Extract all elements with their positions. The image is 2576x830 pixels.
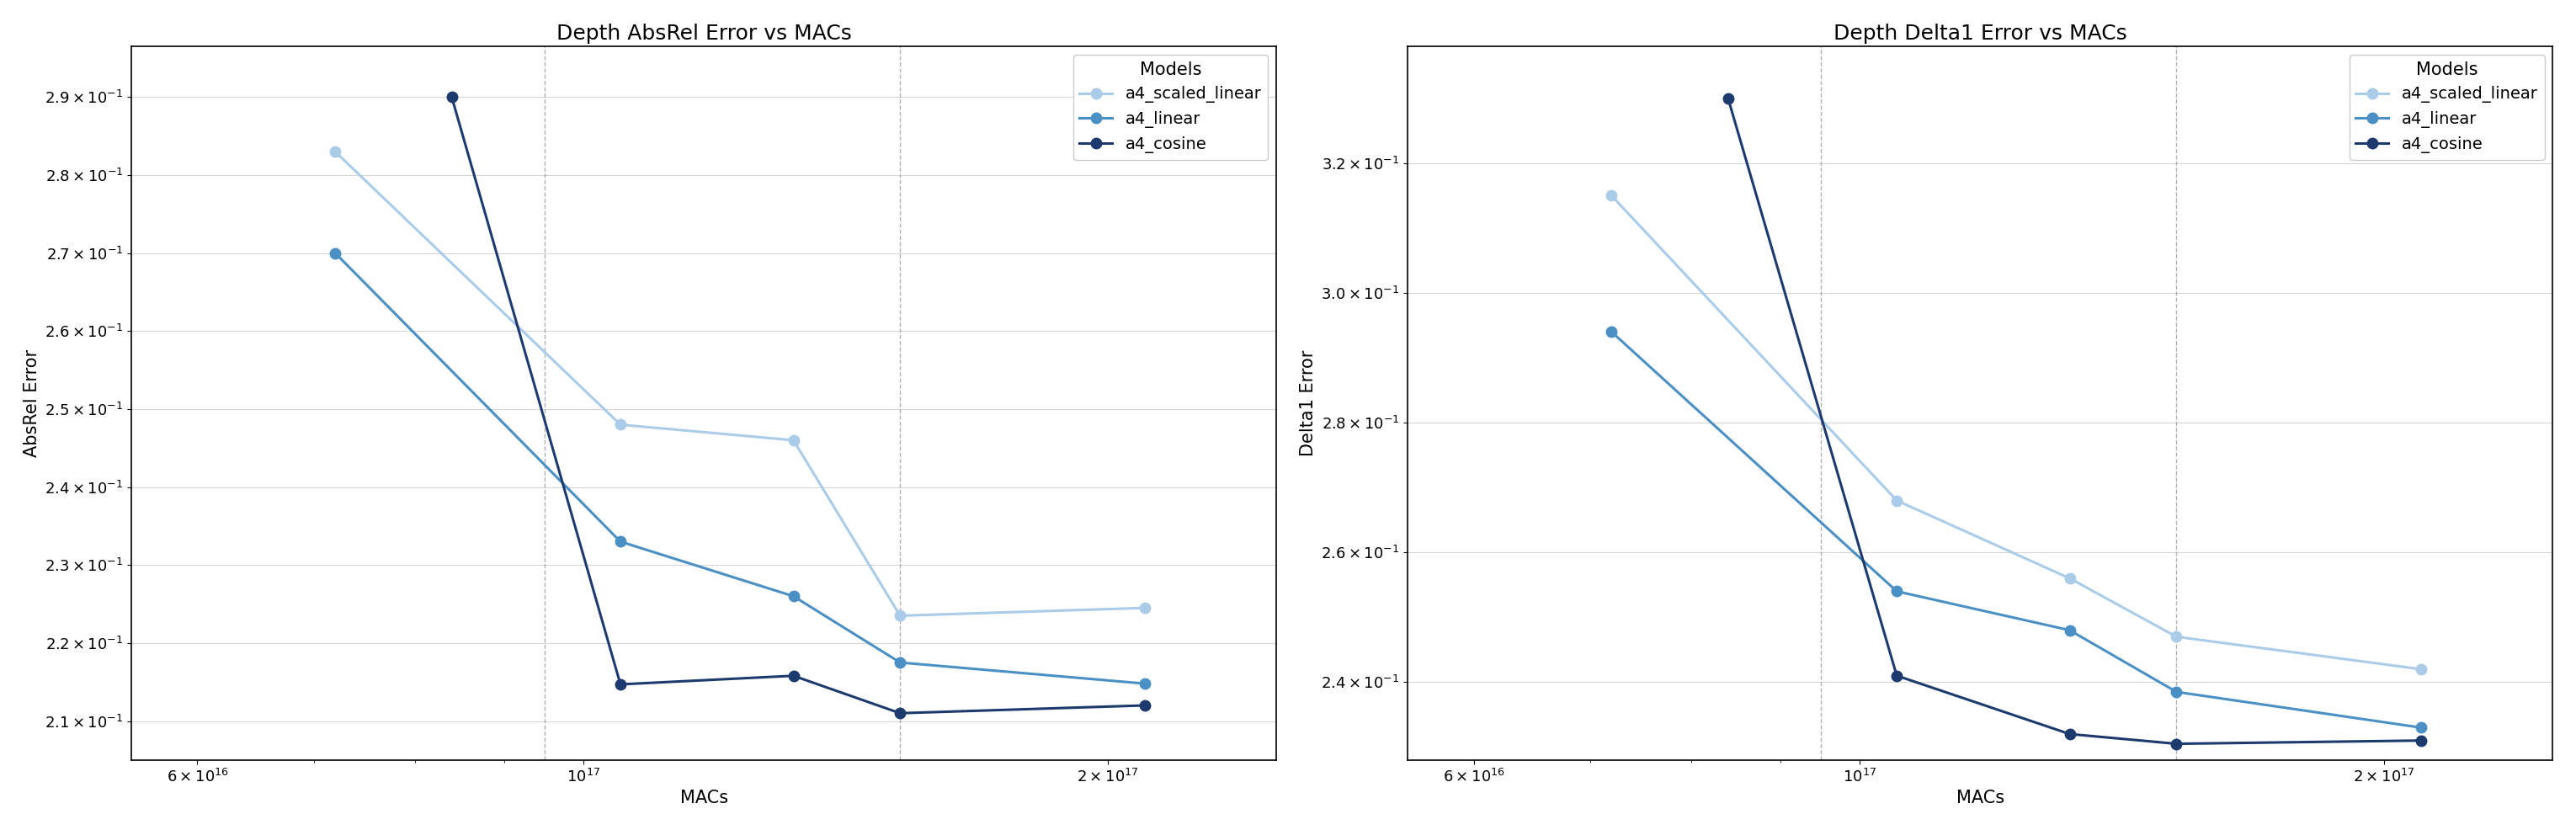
- a4_scaled_linear: [2406, 664, 2437, 674]
- a4_linear: [1880, 586, 1911, 596]
- X-axis label: MACs: MACs: [1955, 790, 2004, 807]
- a4_linear: [2406, 723, 2437, 733]
- a4_linear: [605, 537, 636, 547]
- a4_linear: [2161, 687, 2192, 697]
- Y-axis label: Delta1 Error: Delta1 Error: [1301, 350, 1316, 457]
- a4_scaled_linear: [778, 435, 809, 445]
- Line: a4_cosine: a4_cosine: [1723, 93, 2427, 749]
- a4_scaled_linear: [605, 420, 636, 430]
- Legend: a4_scaled_linear, a4_linear, a4_cosine: a4_scaled_linear, a4_linear, a4_cosine: [2349, 55, 2545, 159]
- Y-axis label: AbsRel Error: AbsRel Error: [23, 349, 41, 457]
- a4_scaled_linear: [1597, 191, 1628, 201]
- Line: a4_scaled_linear: a4_scaled_linear: [1607, 190, 2427, 675]
- a4_linear: [778, 591, 809, 601]
- a4_cosine: [2053, 729, 2084, 739]
- a4_cosine: [2161, 739, 2192, 749]
- Title: Depth AbsRel Error vs MACs: Depth AbsRel Error vs MACs: [556, 23, 853, 44]
- X-axis label: MACs: MACs: [680, 790, 729, 807]
- a4_linear: [884, 657, 914, 667]
- Line: a4_linear: a4_linear: [330, 248, 1149, 689]
- a4_cosine: [2406, 735, 2437, 745]
- Line: a4_scaled_linear: a4_scaled_linear: [330, 146, 1149, 621]
- Title: Depth Delta1 Error vs MACs: Depth Delta1 Error vs MACs: [1834, 23, 2128, 44]
- a4_scaled_linear: [2053, 574, 2084, 583]
- a4_cosine: [1128, 701, 1159, 710]
- a4_linear: [2053, 625, 2084, 635]
- a4_linear: [319, 248, 350, 258]
- a4_cosine: [435, 92, 466, 102]
- a4_scaled_linear: [319, 147, 350, 157]
- a4_scaled_linear: [884, 611, 914, 621]
- a4_linear: [1597, 327, 1628, 337]
- a4_cosine: [778, 671, 809, 681]
- a4_cosine: [605, 680, 636, 690]
- Line: a4_cosine: a4_cosine: [446, 92, 1149, 719]
- a4_scaled_linear: [2161, 632, 2192, 642]
- a4_scaled_linear: [1128, 603, 1159, 613]
- a4_cosine: [1880, 671, 1911, 681]
- Line: a4_linear: a4_linear: [1607, 326, 2427, 733]
- a4_cosine: [1713, 93, 1744, 103]
- a4_linear: [1128, 679, 1159, 689]
- Legend: a4_scaled_linear, a4_linear, a4_cosine: a4_scaled_linear, a4_linear, a4_cosine: [1074, 55, 1267, 159]
- a4_cosine: [884, 708, 914, 718]
- a4_scaled_linear: [1880, 496, 1911, 505]
